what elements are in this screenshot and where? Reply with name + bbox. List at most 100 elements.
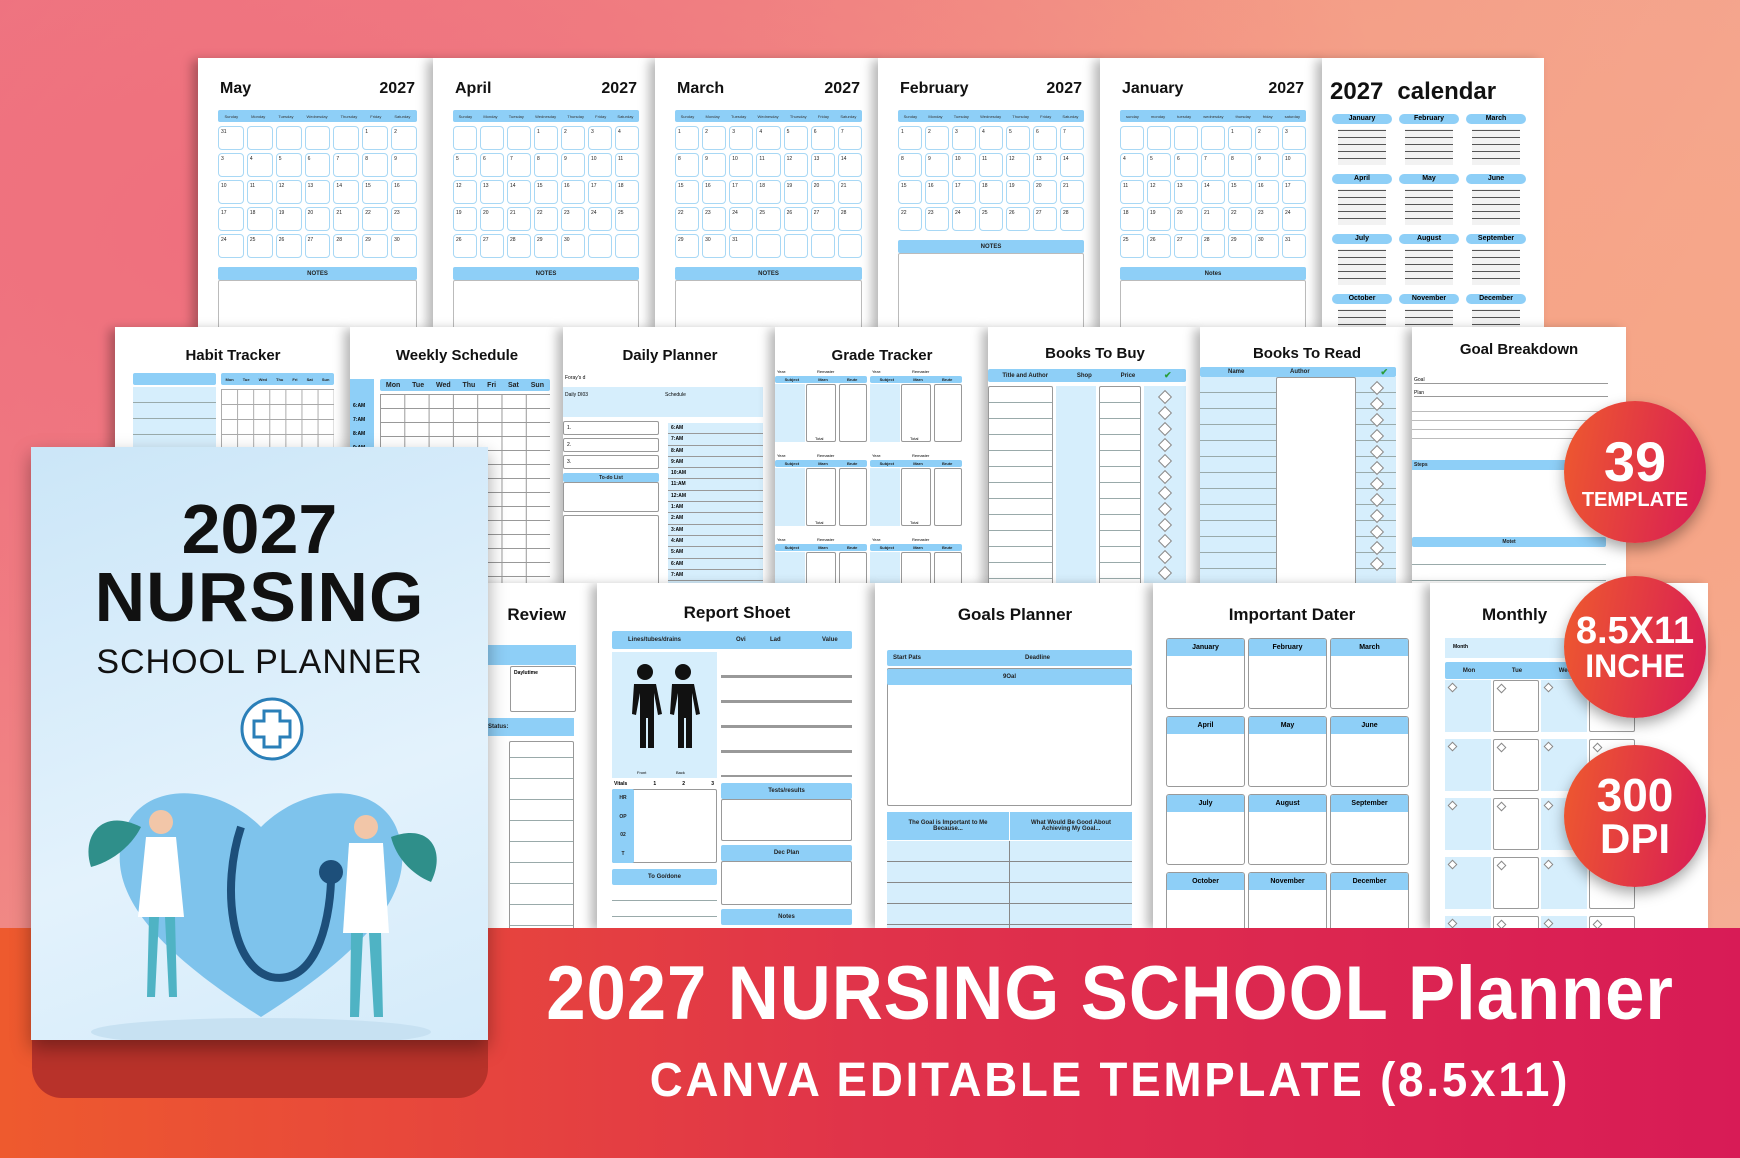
day-cell: 17 xyxy=(588,180,612,204)
weekday-label: Thu xyxy=(462,381,476,389)
checkbox-diamond[interactable] xyxy=(1157,533,1173,549)
calendar-grid: 1 2 3 4 5 6 7 8 9 10 11 12 13 14 15 16 17 18 19 20 21 22 23 24 2… xyxy=(675,126,862,258)
checkbox-diamond[interactable] xyxy=(1369,460,1385,476)
mini-month-days xyxy=(1332,246,1392,288)
year-label: Year: xyxy=(872,537,882,542)
day-cell: 26 xyxy=(783,207,808,231)
day-cell: 9 xyxy=(925,153,949,177)
time-slot: 5:AM xyxy=(668,547,763,559)
day-cell: 6 xyxy=(1033,126,1057,150)
cover-year: 2027 xyxy=(181,490,338,568)
weekday-header: Sunday Monday Tuesday Wednesday Thursday Frid… xyxy=(453,110,639,122)
day-cell: 4 xyxy=(246,153,273,177)
checkbox-diamond[interactable] xyxy=(1157,437,1173,453)
day-cell: 27 xyxy=(480,234,504,258)
day-cell: 30 xyxy=(1255,234,1279,258)
weekday-header: sunday monday tuesday wednesday thursday frid… xyxy=(1120,110,1306,122)
checkbox-diamond[interactable] xyxy=(1157,549,1173,565)
day-cell: 14 xyxy=(1060,153,1084,177)
day-cell xyxy=(1445,857,1491,909)
remaster-label: Remaster xyxy=(912,369,930,374)
report-sheet-page: Report Shoet Lines/tubes/drains Ovi Lad … xyxy=(597,583,877,928)
time-slot: 4:AM xyxy=(668,536,763,548)
checkbox-diamond[interactable] xyxy=(1157,565,1173,581)
checkbox-diamond[interactable] xyxy=(1369,476,1385,492)
weekday-label: Wed xyxy=(1558,667,1572,674)
checkbox-diamond[interactable] xyxy=(1369,492,1385,508)
day-cell: 24 xyxy=(952,207,976,231)
day-cell xyxy=(1174,126,1198,150)
day-cell: 26 xyxy=(1006,207,1030,231)
day-cell: 14 xyxy=(837,153,862,177)
dpi-badge: 300 DPI xyxy=(1564,745,1706,887)
badge-label: TEMPLATE xyxy=(1581,489,1689,511)
day-cell xyxy=(588,234,612,258)
checkbox-diamond[interactable] xyxy=(1369,444,1385,460)
month-box: December xyxy=(1330,872,1409,928)
column-header: Price xyxy=(1120,372,1136,379)
checkbox-diamond[interactable] xyxy=(1369,508,1385,524)
weekday-label: Sun xyxy=(321,376,330,382)
checkbox-diamond[interactable] xyxy=(1157,453,1173,469)
checkbox-diamond[interactable] xyxy=(1157,421,1173,437)
checkbox-diamond[interactable] xyxy=(1157,469,1173,485)
calendar-grid: 1 2 3 4 5 6 7 8 9 10 11 12 13 14 15 16 17 18 19 20 21 22 23 24 2… xyxy=(1120,126,1306,258)
checkbox-diamond[interactable] xyxy=(1157,389,1173,405)
month-name: May xyxy=(220,80,252,97)
day-cell: 20 xyxy=(304,207,331,231)
cover-title: NURSING xyxy=(94,558,425,636)
checkbox-diamond[interactable] xyxy=(1369,428,1385,444)
page-title: Report Shoet xyxy=(683,603,791,622)
vital-row-label: OP xyxy=(619,813,627,820)
day-cell: 15 xyxy=(675,180,700,204)
checkbox-diamond[interactable] xyxy=(1369,540,1385,556)
checkbox-diamond[interactable] xyxy=(1157,405,1173,421)
weekday-label: Mon xyxy=(1462,667,1476,674)
checkbox-diamond[interactable] xyxy=(1157,501,1173,517)
day-cell xyxy=(1589,916,1635,928)
important-dates-page: Important Dater January February March Apri… xyxy=(1153,583,1431,928)
templates-badge: 39 TEMPLATE xyxy=(1564,401,1706,543)
day-cell: 24 xyxy=(729,207,754,231)
mini-month-name: September xyxy=(1466,234,1526,244)
mini-month-name: February xyxy=(1399,114,1459,124)
day-cell: 5 xyxy=(1147,153,1171,177)
day-cell: 23 xyxy=(561,207,585,231)
day-cell: 3 xyxy=(1282,126,1306,150)
day-cell: 2 xyxy=(925,126,949,150)
day-cell: 22 xyxy=(1228,207,1252,231)
mini-month: May xyxy=(1399,174,1459,228)
vital-row-label: HR xyxy=(619,795,627,802)
badge-value: 39 xyxy=(1603,430,1667,493)
checkbox-diamond[interactable] xyxy=(1369,396,1385,412)
checkbox-diamond[interactable] xyxy=(1157,485,1173,501)
weekday-label: Saturday xyxy=(1062,113,1079,119)
time-slot: 2:AM xyxy=(668,513,763,525)
total-label: Total xyxy=(815,436,824,441)
grade-rows xyxy=(870,384,900,442)
day-cell: 11 xyxy=(756,153,781,177)
time-label: 8:AM xyxy=(353,431,366,437)
checkbox-diamond[interactable] xyxy=(1157,517,1173,533)
column-header: Value xyxy=(822,637,838,643)
day-cell xyxy=(1493,916,1539,928)
checkbox-diamond[interactable] xyxy=(1369,380,1385,396)
day-cell: 21 xyxy=(837,180,862,204)
month-box: May xyxy=(1248,716,1327,787)
checkbox-diamond xyxy=(1447,682,1458,693)
page-title: Daily Planner xyxy=(622,347,718,364)
checkbox-diamond[interactable] xyxy=(1369,524,1385,540)
time-slot: 7:AM xyxy=(668,570,763,582)
checkbox-diamond[interactable] xyxy=(1369,412,1385,428)
checkbox-diamond[interactable] xyxy=(1369,556,1385,572)
weekday-label: Wed xyxy=(258,376,267,382)
year-label: Year: xyxy=(777,453,787,458)
day-cell: 30 xyxy=(702,234,727,258)
column-header: Title and Author xyxy=(1002,372,1049,379)
day-cell: 5 xyxy=(1006,126,1030,150)
nursing-illustration xyxy=(88,697,437,1040)
daytime-label: Daylutime xyxy=(510,666,576,712)
day-cell: 8 xyxy=(675,153,700,177)
month-header: May xyxy=(1249,717,1326,734)
day-cell: 20 xyxy=(480,207,504,231)
